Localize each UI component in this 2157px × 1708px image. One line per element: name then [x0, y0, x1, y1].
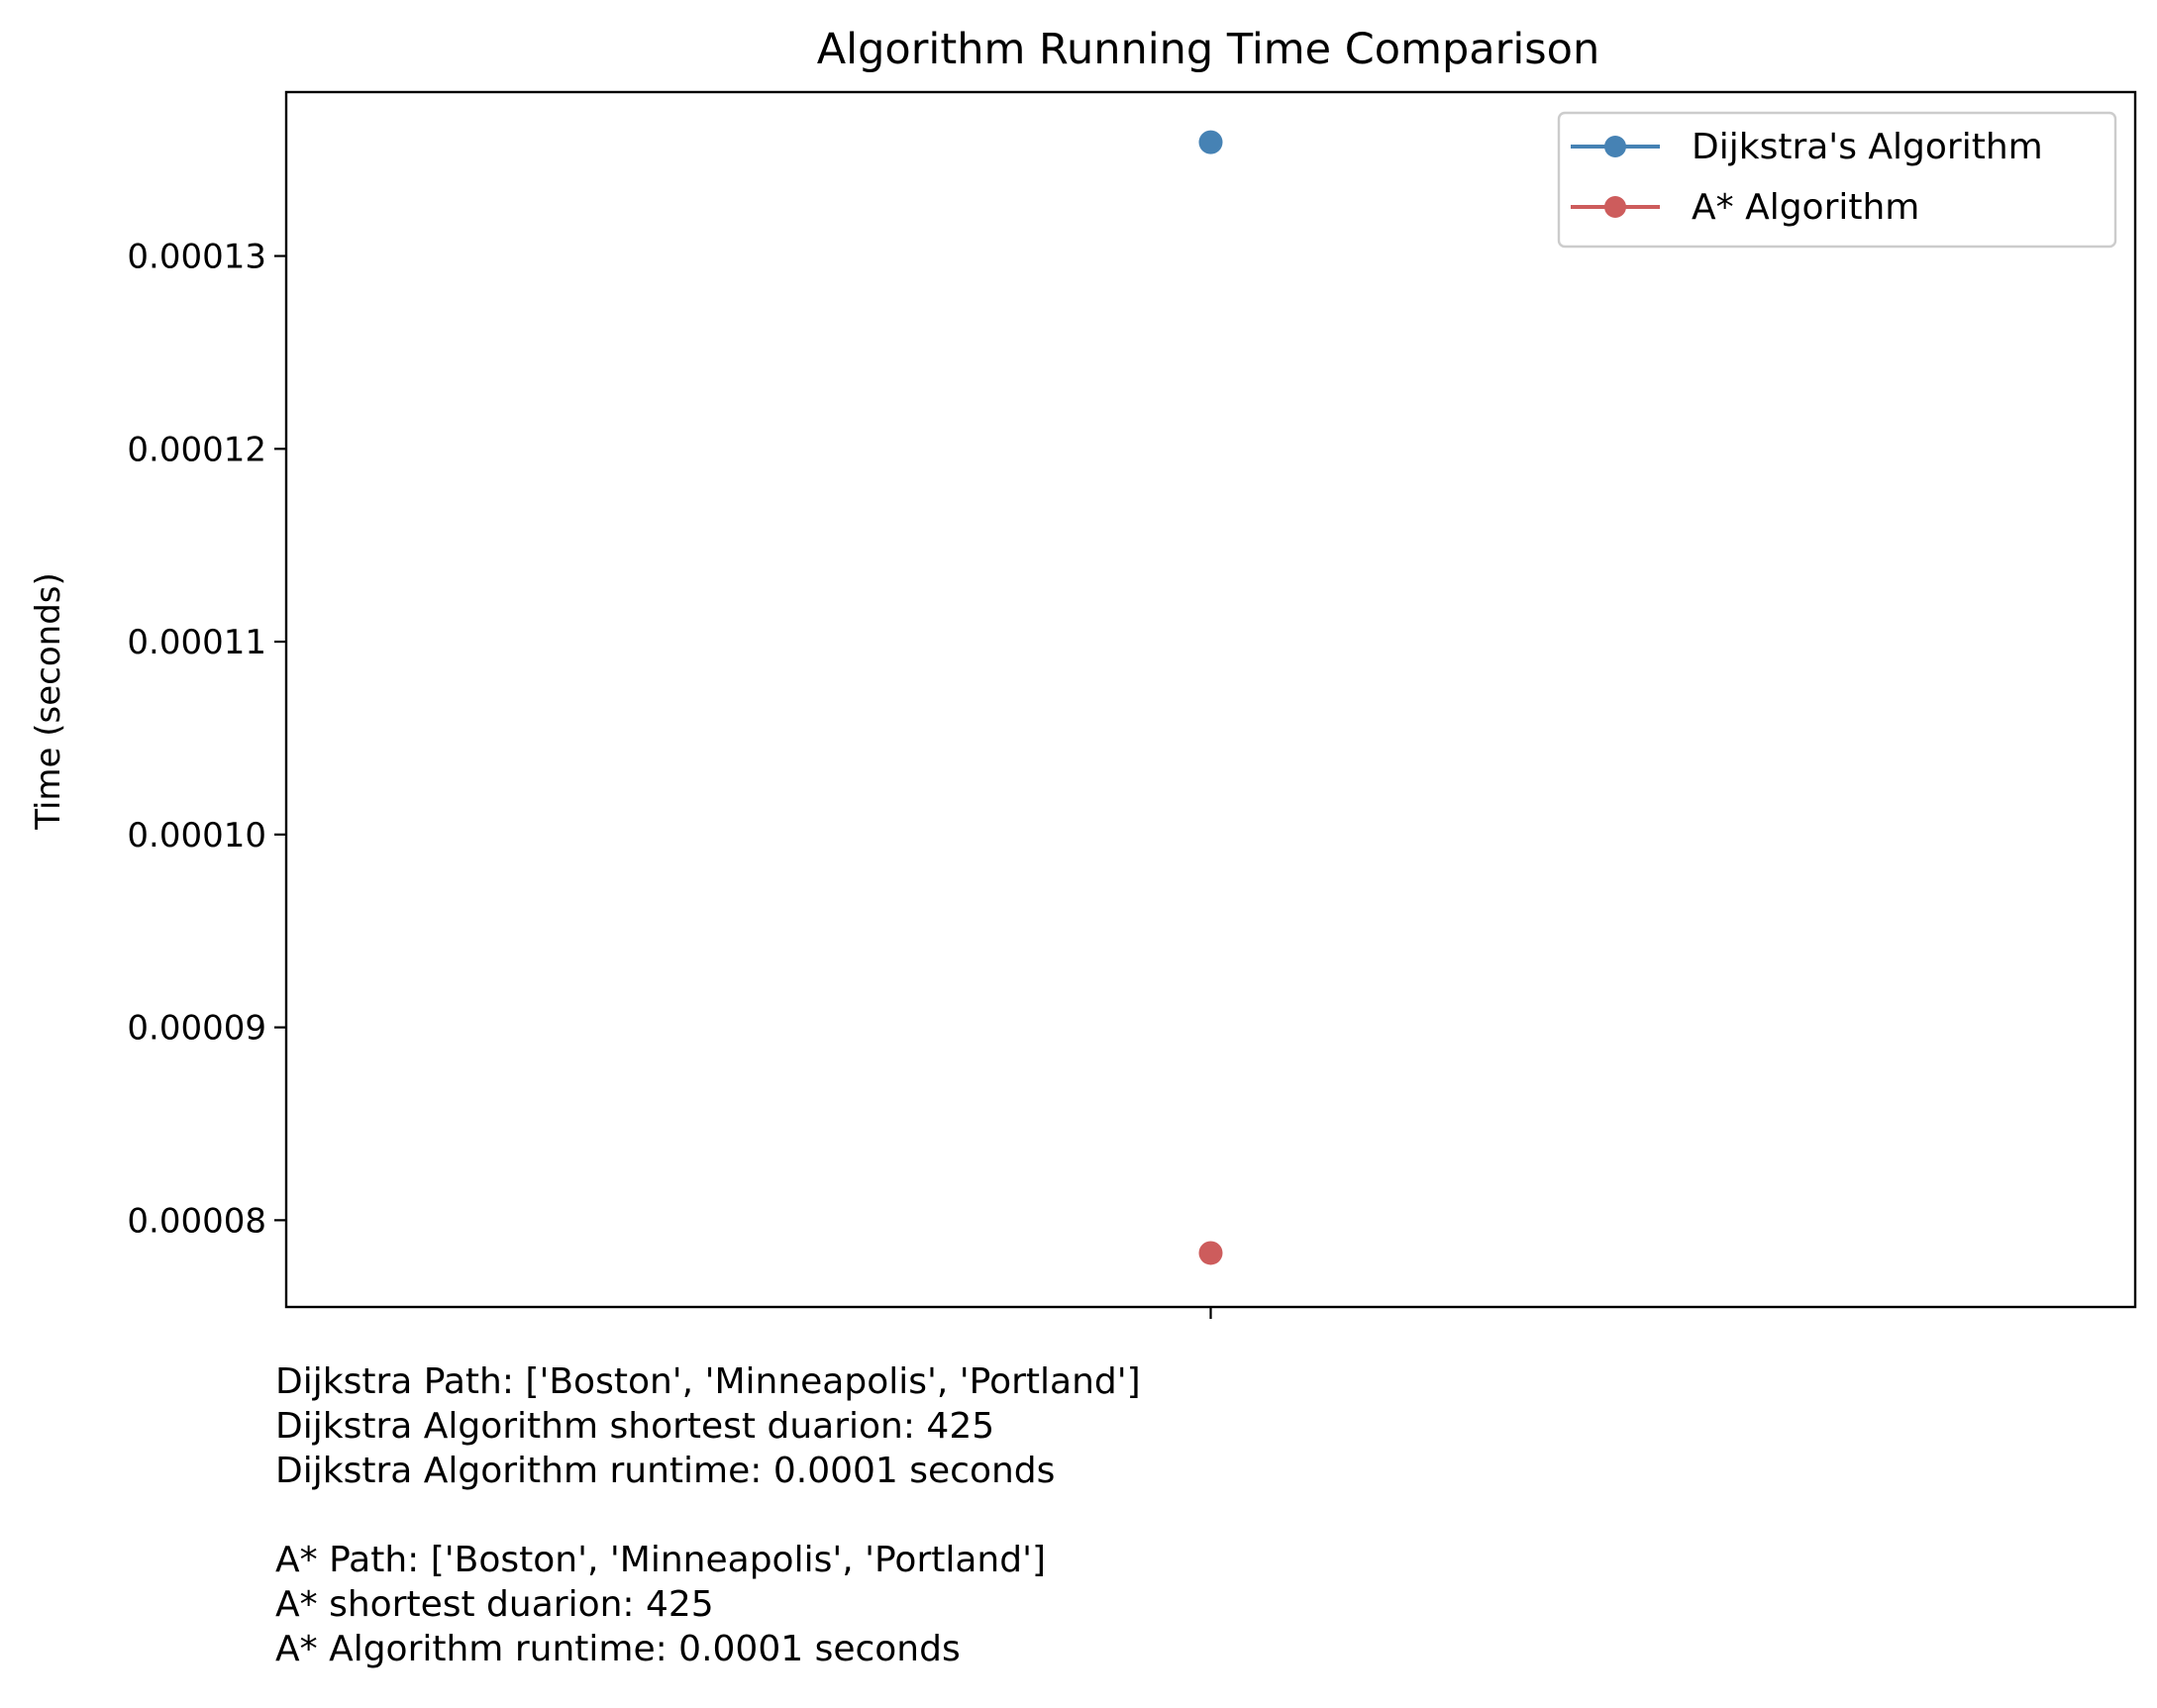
annotation-line: A* shortest duarion: 425 [275, 1584, 714, 1625]
y-axis-label: Time (seconds) [29, 572, 68, 831]
y-tick-label: 0.00013 [127, 238, 266, 277]
y-tick-label: 0.00008 [127, 1201, 266, 1241]
legend-label: A* Algorithm [1692, 187, 1919, 228]
plot-frame [284, 90, 2137, 1309]
y-tick-label: 0.00009 [127, 1009, 266, 1049]
annotation-line: Dijkstra Path: ['Boston', 'Minneapolis',… [275, 1361, 1141, 1402]
data-points [1198, 130, 1223, 1265]
chart-title: Algorithm Running Time Comparison [817, 25, 1599, 74]
annotation-line: Dijkstra Algorithm shortest duarion: 425 [275, 1406, 995, 1447]
y-tick-label: 0.00010 [127, 816, 266, 855]
annotation-line [275, 1493, 1141, 1538]
legend: Dijkstra's Algorithm A* Algorithm [1557, 111, 2117, 249]
legend-box [1557, 111, 2117, 249]
y-tick-label: 0.00012 [127, 430, 266, 469]
legend-marker [1604, 196, 1626, 218]
annotation-line: A* Path: ['Boston', 'Minneapolis', 'Port… [275, 1540, 1047, 1580]
legend-marker [1604, 136, 1626, 157]
annotation-line: Dijkstra Algorithm runtime: 0.0001 secon… [275, 1451, 1056, 1491]
y-tick-label: 0.00011 [127, 623, 266, 662]
data-point-series-1 [1198, 1241, 1223, 1265]
y-axis-ticks: 0.00008 0.00009 0.00010 0.00011 0.00012 0.000… [127, 238, 1212, 1319]
data-point-series-0 [1198, 130, 1223, 154]
results-annotation: Dijkstra Path: ['Boston', 'Minneapolis',… [275, 1359, 1141, 1671]
annotation-line: A* Algorithm runtime: 0.0001 seconds [275, 1629, 961, 1669]
legend-label: Dijkstra's Algorithm [1692, 127, 2043, 167]
